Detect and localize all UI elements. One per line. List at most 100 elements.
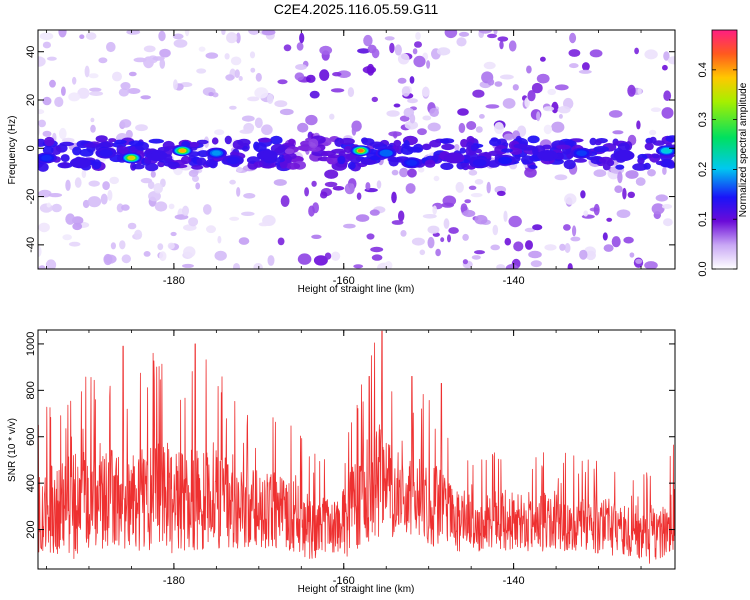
spectrogram-blob bbox=[536, 111, 541, 122]
spectrogram-blob bbox=[249, 51, 256, 59]
hotspot bbox=[662, 148, 671, 153]
spectrogram-blob bbox=[457, 108, 469, 116]
spectrogram-blob bbox=[61, 86, 66, 96]
spectrogram-blob bbox=[474, 179, 484, 185]
spectrogram-blob bbox=[140, 95, 151, 100]
spectrogram-blob bbox=[622, 187, 627, 200]
spectrogram-blob bbox=[254, 87, 269, 99]
spectrogram-blob bbox=[536, 73, 550, 84]
spectrogram-blob bbox=[311, 180, 317, 187]
spectrogram-blob bbox=[397, 77, 407, 84]
spectrogram-blob bbox=[158, 30, 166, 42]
spectrogram-blob bbox=[68, 241, 81, 247]
spectrogram-blob bbox=[239, 129, 253, 134]
spectrogram-blob bbox=[296, 42, 304, 51]
band-blob bbox=[72, 146, 82, 156]
spectrogram-blob bbox=[502, 98, 516, 109]
spectrogram-blob bbox=[234, 69, 240, 78]
hotspot bbox=[406, 159, 418, 166]
spectrogram-blob bbox=[508, 215, 522, 228]
spectrogram-blob bbox=[235, 32, 241, 44]
spectrogram-blob bbox=[225, 74, 235, 81]
spectrogram-blob bbox=[157, 243, 164, 251]
spectrogram-blob bbox=[554, 84, 569, 91]
spectrogram-blob bbox=[208, 92, 214, 97]
spectrogram-blob bbox=[273, 179, 287, 186]
band-blob bbox=[83, 143, 100, 148]
spectrogram-blob bbox=[447, 234, 451, 243]
spectrogram-blob bbox=[453, 144, 460, 151]
band-blob bbox=[369, 155, 381, 161]
colorbar-tick-label: 0.2 bbox=[697, 162, 709, 177]
spectrogram-blob bbox=[414, 41, 422, 48]
spectrogram-blob bbox=[255, 72, 262, 82]
spectrogram-blob bbox=[238, 237, 250, 245]
spectrogram-blob bbox=[475, 126, 483, 133]
spectrogram-blob bbox=[662, 64, 668, 71]
band-blob bbox=[400, 145, 414, 155]
spectrogram-blob bbox=[135, 124, 148, 132]
x-tick-label: -160 bbox=[333, 575, 355, 587]
spectrogram-blob bbox=[112, 71, 122, 82]
spectrogram-blob bbox=[188, 169, 199, 177]
colorbar-gradient bbox=[712, 30, 737, 269]
spectrogram-blob bbox=[118, 88, 129, 97]
spectrogram-blob bbox=[54, 96, 64, 108]
spectrogram-blob bbox=[644, 261, 658, 269]
spectrogram-blob bbox=[616, 209, 631, 218]
spectrogram-blob bbox=[217, 235, 222, 244]
spectrogram-blob bbox=[253, 263, 263, 269]
y-tick-label: 1000 bbox=[25, 332, 37, 356]
spectrogram-blob bbox=[109, 176, 119, 185]
spectrogram-blob bbox=[283, 44, 292, 52]
band-blob bbox=[59, 162, 71, 168]
spectrogram-blob bbox=[470, 193, 483, 198]
spectrogram-blob bbox=[330, 88, 345, 93]
band-blob bbox=[388, 156, 399, 167]
spectrogram-blob bbox=[159, 58, 166, 69]
spectrogram-blob bbox=[90, 117, 95, 123]
spectrogram-blob bbox=[42, 41, 52, 49]
hotspot bbox=[576, 150, 587, 157]
spectrogram-blob bbox=[47, 56, 57, 61]
band-blob bbox=[459, 147, 466, 154]
spectrogram-blob bbox=[353, 264, 364, 269]
spectrogram-blob bbox=[422, 214, 437, 219]
band-blob bbox=[637, 157, 645, 165]
spectrogram-blob bbox=[309, 90, 320, 99]
colorbar-ticks: 0.0 0.1 0.2 0.3 0.4 bbox=[697, 62, 737, 277]
spectrogram-blob bbox=[51, 203, 62, 213]
chart-title: C2E4.2025.116.05.59.G11 bbox=[274, 1, 439, 17]
spectrogram-blob bbox=[134, 229, 143, 240]
spectrogram-blob bbox=[662, 166, 667, 175]
spectrogram-blob bbox=[458, 31, 470, 37]
spectrogram-blob bbox=[324, 181, 338, 188]
spectrogram-blob bbox=[306, 74, 316, 83]
spectrogram-blob bbox=[634, 47, 639, 55]
spectrogram-blob bbox=[294, 72, 305, 81]
spectrogram-blob bbox=[543, 124, 553, 135]
snr-ticks: -180 -160 -140 1000 800 600 400 200 bbox=[25, 330, 675, 587]
spectrogram-blob bbox=[448, 227, 459, 234]
hotspot bbox=[226, 156, 241, 165]
spectrogram-blob bbox=[468, 169, 478, 176]
band-blob bbox=[108, 138, 117, 143]
spectrogram-blob bbox=[528, 250, 542, 259]
spectrogram-blob bbox=[329, 113, 335, 120]
band-blob bbox=[167, 163, 181, 168]
spectrogram-blob bbox=[391, 169, 399, 176]
spectrogram-blob bbox=[183, 246, 196, 258]
spectrogram-blob bbox=[524, 97, 530, 108]
spectrogram-blob bbox=[214, 250, 227, 261]
spectrogram-blob bbox=[224, 53, 230, 60]
band-blob bbox=[617, 142, 631, 152]
spectrogram-blob bbox=[391, 191, 397, 204]
spectrogram-blob bbox=[443, 218, 450, 229]
hotspot bbox=[73, 159, 88, 167]
band-blob bbox=[513, 143, 527, 149]
spectrogram-x-axis-label: Height of straight line (km) bbox=[298, 284, 415, 295]
colorbar-frame bbox=[711, 29, 738, 270]
snr-panel: -180 -160 -140 1000 800 600 400 200 Height of s… bbox=[7, 329, 676, 595]
spectrogram-blob bbox=[531, 82, 543, 94]
spectrogram-blob bbox=[508, 40, 517, 52]
